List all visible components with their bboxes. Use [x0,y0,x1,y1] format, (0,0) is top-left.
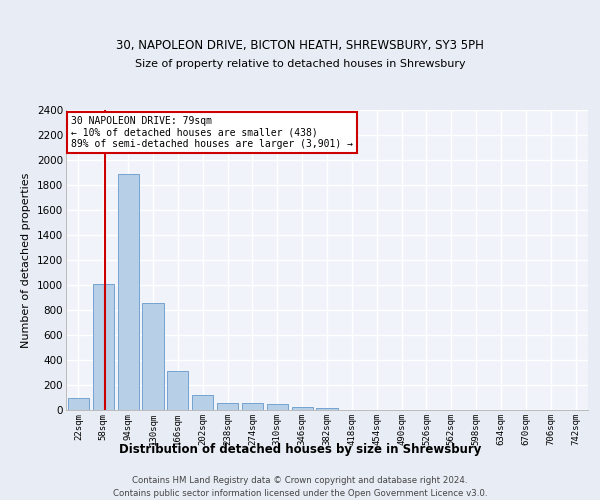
Text: Contains HM Land Registry data © Crown copyright and database right 2024.
Contai: Contains HM Land Registry data © Crown c… [113,476,487,498]
Text: Size of property relative to detached houses in Shrewsbury: Size of property relative to detached ho… [134,59,466,69]
Text: 30 NAPOLEON DRIVE: 79sqm
← 10% of detached houses are smaller (438)
89% of semi-: 30 NAPOLEON DRIVE: 79sqm ← 10% of detach… [71,116,353,149]
Text: 30, NAPOLEON DRIVE, BICTON HEATH, SHREWSBURY, SY3 5PH: 30, NAPOLEON DRIVE, BICTON HEATH, SHREWS… [116,40,484,52]
Text: Distribution of detached houses by size in Shrewsbury: Distribution of detached houses by size … [119,442,481,456]
Bar [242,403,263,410]
Bar [292,407,313,410]
Y-axis label: Number of detached properties: Number of detached properties [22,172,31,348]
Bar [142,302,164,410]
Bar [68,398,89,410]
Bar [93,284,114,410]
Bar [167,370,188,410]
Bar [217,402,238,410]
Bar [267,404,288,410]
Bar [118,174,139,410]
Bar [316,408,338,410]
Bar [192,395,213,410]
